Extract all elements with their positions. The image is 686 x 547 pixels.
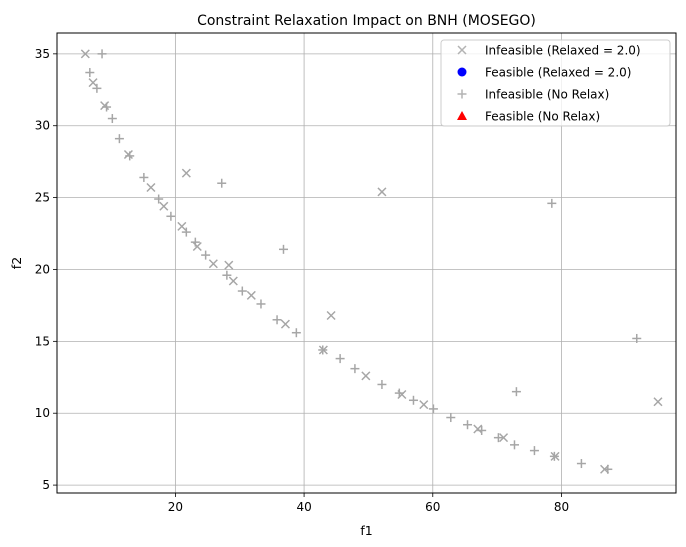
data-marks — [80, 49, 663, 474]
norelax-infeasible-point — [97, 49, 107, 59]
norelax-infeasible-point — [394, 388, 404, 398]
relaxed-infeasible-point — [361, 371, 371, 381]
norelax-infeasible-point — [201, 250, 211, 260]
norelax-infeasible-point — [291, 328, 301, 338]
relaxed-infeasible-point — [177, 221, 187, 231]
relaxed-infeasible-point — [419, 400, 429, 410]
norelax-infeasible-point — [237, 286, 247, 296]
norelax-infeasible-point — [222, 270, 232, 280]
norelax-infeasible-point — [377, 379, 387, 389]
norelax-infeasible-point — [511, 387, 521, 397]
legend-entry-infeasible-norelax: Infeasible (No Relax) — [485, 88, 609, 102]
legend-marker — [457, 67, 467, 77]
norelax-infeasible-point — [335, 354, 345, 364]
relaxed-infeasible-point — [377, 187, 387, 197]
relaxed-infeasible-point — [653, 397, 663, 407]
relaxed-infeasible-point — [499, 433, 509, 443]
norelax-infeasible-point — [181, 227, 191, 237]
norelax-infeasible-point — [350, 364, 360, 374]
norelax-infeasible-point — [576, 459, 586, 469]
norelax-infeasible-point — [408, 395, 418, 405]
legend-marker — [457, 89, 467, 99]
legend: Infeasible (Relaxed = 2.0) Feasible (Rela… — [440, 39, 671, 127]
norelax-infeasible-point — [85, 68, 95, 78]
norelax-infeasible-point — [549, 451, 559, 461]
x-axis-label: f1 — [360, 523, 372, 538]
y-tick-label: 5 — [42, 478, 50, 492]
legend-entry-infeasible-relaxed: Infeasible (Relaxed = 2.0) — [485, 44, 641, 58]
norelax-infeasible-point — [477, 425, 487, 435]
chart-title: Constraint Relaxation Impact on BNH (MOS… — [197, 13, 536, 29]
y-axis-label: f2 — [9, 257, 24, 269]
axis-ticks: 20 40 60 80 5 10 15 20 25 30 35 — [35, 47, 569, 514]
relaxed-infeasible-point — [159, 201, 169, 211]
y-tick-label: 25 — [35, 191, 50, 205]
relaxed-infeasible-point — [208, 259, 218, 269]
norelax-infeasible-point — [547, 198, 557, 208]
norelax-infeasible-point — [154, 194, 164, 204]
y-tick-label: 10 — [35, 406, 50, 420]
norelax-infeasible-point — [446, 413, 456, 423]
relaxed-infeasible-point — [123, 149, 133, 159]
x-tick-label: 20 — [168, 500, 183, 514]
legend-entry-feasible-norelax: Feasible (No Relax) — [485, 110, 600, 124]
legend-entry-feasible-relaxed: Feasible (Relaxed = 2.0) — [485, 66, 631, 80]
norelax-infeasible-point — [529, 446, 539, 456]
norelax-infeasible-point — [92, 83, 102, 93]
legend-marker — [457, 111, 467, 120]
y-tick-label: 20 — [35, 262, 50, 276]
relaxed-infeasible-point — [80, 49, 90, 59]
norelax-infeasible-point — [139, 172, 149, 182]
norelax-infeasible-point — [166, 211, 176, 221]
relaxed-infeasible-point — [146, 183, 156, 193]
grid — [57, 33, 676, 493]
y-tick-label: 15 — [35, 334, 50, 348]
relaxed-infeasible-point — [228, 276, 238, 286]
legend-marker — [457, 45, 467, 55]
norelax-infeasible-point — [493, 433, 503, 443]
norelax-infeasible-point — [125, 151, 135, 161]
norelax-infeasible-point — [318, 345, 328, 355]
relaxed-infeasible-point — [326, 310, 336, 320]
relaxed-infeasible-point — [224, 260, 234, 270]
norelax-infeasible-point — [190, 237, 200, 247]
relaxed-infeasible-point — [473, 424, 483, 434]
plot-frame — [56, 32, 677, 494]
norelax-infeasible-point — [603, 464, 613, 474]
relaxed-infeasible-point — [88, 78, 98, 88]
norelax-infeasible-point — [632, 333, 642, 343]
norelax-infeasible-point — [107, 114, 117, 124]
relaxed-infeasible-point — [181, 168, 191, 178]
relaxed-infeasible-point — [246, 290, 256, 300]
norelax-infeasible-point — [114, 134, 124, 144]
legend-box — [440, 39, 671, 127]
x-tick-label: 60 — [425, 500, 440, 514]
x-tick-label: 40 — [296, 500, 311, 514]
norelax-infeasible-point — [428, 404, 438, 414]
norelax-infeasible-point — [463, 420, 473, 430]
norelax-infeasible-point — [509, 440, 519, 450]
norelax-infeasible-point — [102, 102, 112, 112]
norelax-infeasible-point — [256, 299, 266, 309]
norelax-infeasible-point — [272, 315, 282, 325]
y-tick-label: 35 — [35, 47, 50, 61]
y-tick-label: 30 — [35, 119, 50, 133]
relaxed-infeasible-point — [280, 319, 290, 329]
norelax-infeasible-point — [278, 244, 288, 254]
norelax-infeasible-point — [217, 178, 227, 188]
x-tick-label: 80 — [554, 500, 569, 514]
